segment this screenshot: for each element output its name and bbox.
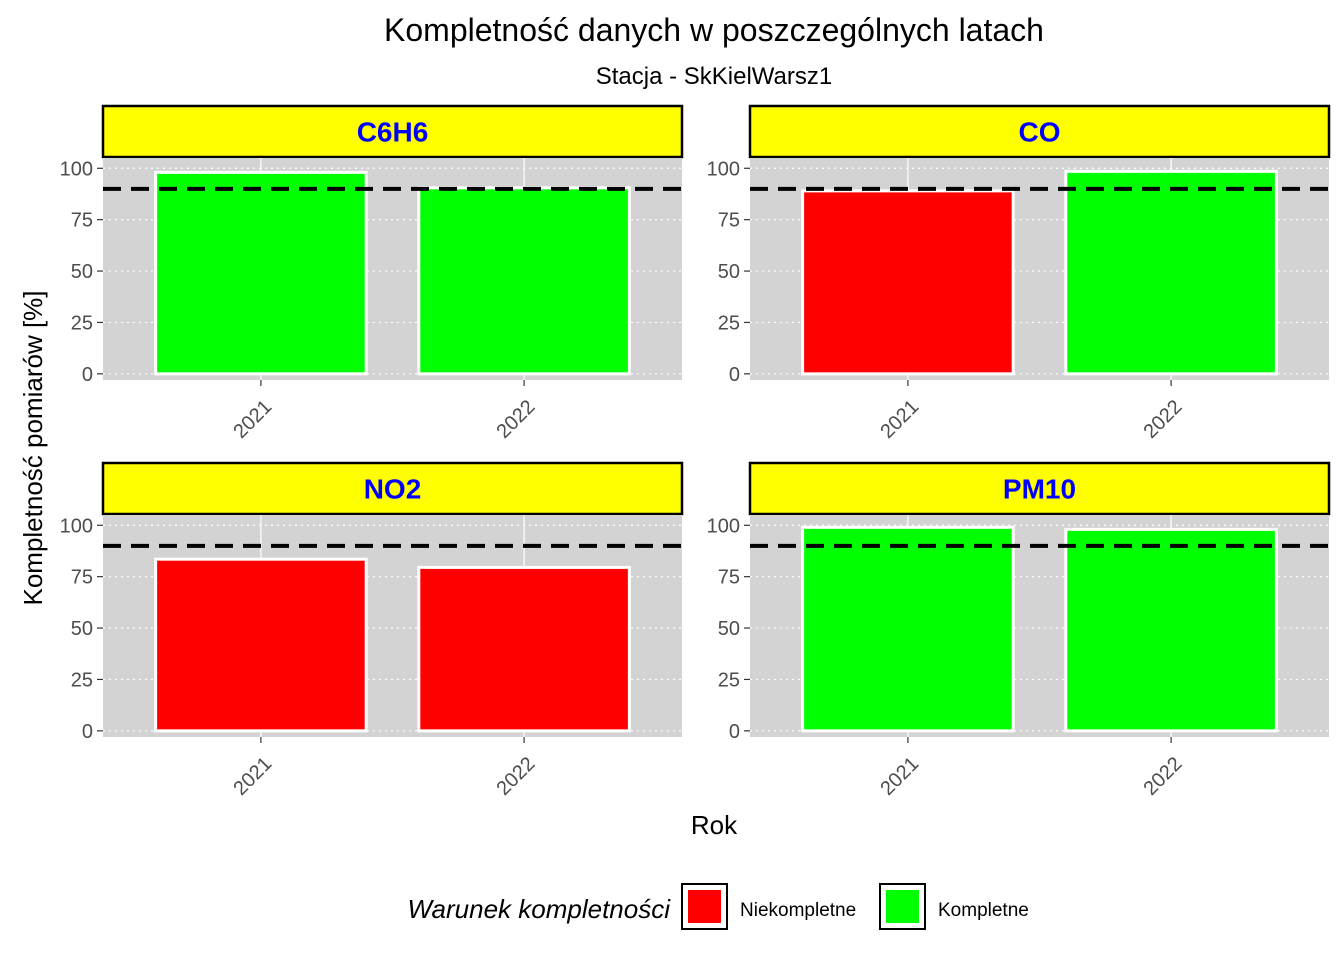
bar-no2-2021	[154, 557, 368, 733]
y-tick-label: 25	[71, 669, 93, 691]
bar-no2-2022	[417, 565, 631, 733]
x-tick-label: 2021	[229, 396, 276, 443]
facet-strip-label: C6H6	[357, 117, 429, 148]
chart-subtitle: Stacja - SkKielWarsz1	[596, 63, 833, 90]
y-tick-label: 25	[718, 669, 740, 691]
x-tick-label: 2021	[876, 396, 923, 443]
y-tick-label: 75	[718, 210, 740, 232]
x-tick-label: 2022	[493, 753, 540, 800]
x-tick-label: 2022	[493, 396, 540, 443]
legend: Warunek kompletności Niekompletne Komplet…	[407, 883, 1029, 930]
bar-c6h6-2022	[417, 186, 631, 376]
x-axis-title: Rok	[691, 810, 738, 840]
facet-strip	[101, 104, 684, 159]
bar-c6h6-2021	[154, 170, 368, 376]
y-tick-label: 75	[718, 567, 740, 589]
legend-label: Kompletne	[938, 900, 1029, 921]
x-tick-label: 2022	[1140, 396, 1187, 443]
y-tick-label: 100	[60, 158, 93, 180]
bar-pm10-2022	[1064, 527, 1278, 733]
y-tick-label: 50	[718, 618, 740, 640]
y-axis-title: Kompletność pomiarów [%]	[18, 290, 48, 605]
y-tick-label: 0	[729, 721, 740, 743]
y-tick-label: 75	[71, 210, 93, 232]
y-tick-label: 50	[71, 261, 93, 283]
y-tick-label: 0	[729, 364, 740, 386]
legend-label: Niekompletne	[740, 900, 856, 921]
y-tick-label: 100	[707, 515, 740, 537]
x-tick-label: 2021	[229, 753, 276, 800]
y-tick-label: 75	[71, 567, 93, 589]
y-tick-label: 25	[718, 312, 740, 334]
legend-key-kompletne	[886, 890, 919, 923]
y-tick-label: 100	[60, 515, 93, 537]
facet-strip	[748, 461, 1331, 516]
facet-panel-co: CO 0 25 50 75 100 2021 2022	[707, 104, 1331, 443]
facet-panel-pm10: PM10 0 25 50 75 100 2021 2022	[707, 461, 1331, 800]
facet-panels: C6H6 0 25 50 75 100 2021 2022 CO 0 25 50 75 100 2021 20…	[60, 104, 1331, 800]
facet-panel-no2: NO2 0 25 50 75 100 2021 2022	[60, 461, 684, 800]
bar-pm10-2021	[801, 525, 1015, 733]
legend-title: Warunek kompletności	[407, 894, 671, 924]
facet-strip-label: NO2	[364, 474, 422, 505]
facet-strip-label: CO	[1019, 117, 1061, 148]
x-tick-label: 2022	[1140, 753, 1187, 800]
y-tick-label: 50	[718, 261, 740, 283]
y-tick-label: 25	[71, 312, 93, 334]
y-tick-label: 100	[707, 158, 740, 180]
facet-strip	[748, 104, 1331, 159]
legend-key-niekompletne	[688, 890, 721, 923]
y-tick-label: 0	[82, 364, 93, 386]
x-tick-label: 2021	[876, 753, 923, 800]
bar-co-2022	[1064, 169, 1278, 376]
facet-panel-c6h6: C6H6 0 25 50 75 100 2021 2022	[60, 104, 684, 443]
y-tick-label: 0	[82, 721, 93, 743]
facet-strip	[101, 461, 684, 516]
y-tick-label: 50	[71, 618, 93, 640]
facet-strip-label: PM10	[1003, 474, 1076, 505]
chart-title: Kompletność danych w poszczególnych lata…	[384, 12, 1044, 48]
bar-co-2021	[801, 189, 1015, 376]
